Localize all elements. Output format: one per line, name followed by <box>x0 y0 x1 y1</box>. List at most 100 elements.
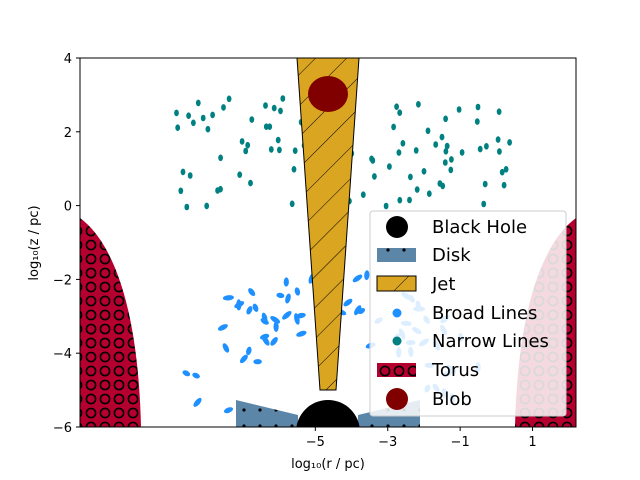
narrow-line-cloud <box>178 187 184 195</box>
narrow-line-cloud <box>218 154 224 162</box>
narrow-line-cloud <box>477 145 483 153</box>
broad-line-cloud <box>248 288 256 297</box>
narrow-line-cloud <box>413 147 419 154</box>
narrow-line-cloud <box>226 95 232 103</box>
narrow-line-cloud <box>200 114 206 122</box>
narrow-line-cloud <box>174 109 179 117</box>
legend-broad-lines-icon <box>392 308 402 318</box>
narrow-line-cloud <box>292 147 298 154</box>
y-tick-label: 0 <box>64 200 72 215</box>
narrow-line-cloud <box>397 109 403 116</box>
broad-line-cloud <box>222 343 230 353</box>
broad-line-cloud <box>296 330 307 337</box>
legend-blob-icon <box>386 388 408 410</box>
narrow-line-cloud <box>437 180 443 187</box>
narrow-line-cloud <box>421 168 427 175</box>
broad-line-cloud <box>222 295 234 301</box>
narrow-line-cloud <box>221 104 226 111</box>
broad-line-cloud <box>282 311 292 320</box>
narrow-line-cloud <box>248 179 253 187</box>
torus-left <box>80 218 141 427</box>
narrow-line-cloud <box>243 147 249 155</box>
broad-line-cloud <box>343 298 353 307</box>
legend-black-hole-label: Black Hole <box>432 217 527 238</box>
broad-line-cloud <box>192 372 200 379</box>
narrow-line-cloud <box>503 166 509 173</box>
narrow-line-cloud <box>267 123 273 130</box>
narrow-line-cloud <box>408 173 413 181</box>
legend-narrow-lines-icon <box>392 336 402 346</box>
narrow-line-cloud <box>372 173 377 180</box>
narrow-line-cloud <box>205 125 211 133</box>
broad-line-cloud <box>270 337 278 346</box>
narrow-line-cloud <box>459 149 465 156</box>
y-tick-label: 2 <box>64 126 72 141</box>
legend-torus-label: Torus <box>431 360 479 381</box>
narrow-line-cloud <box>397 196 403 204</box>
y-axis-label: log₁₀(z / pc) <box>27 205 42 280</box>
y-axis-ticks: 4 2 0 −2 −4 −6 <box>53 52 80 436</box>
broad-line-cloud <box>276 292 285 299</box>
narrow-line-cloud <box>433 141 439 148</box>
narrow-line-cloud <box>396 149 402 156</box>
narrow-line-cloud <box>370 157 376 164</box>
legend-broad-lines-label: Broad Lines <box>432 303 537 324</box>
narrow-line-cloud <box>495 136 501 143</box>
narrow-line-cloud <box>271 104 277 112</box>
narrow-line-cloud <box>218 185 223 193</box>
narrow-line-cloud <box>501 181 507 189</box>
narrow-line-cloud <box>387 163 392 170</box>
narrow-line-cloud <box>499 168 505 176</box>
narrow-line-cloud <box>195 99 201 107</box>
broad-line-cloud <box>246 306 253 315</box>
broad-line-cloud <box>270 316 281 324</box>
disk-left <box>236 400 298 427</box>
narrow-line-cloud <box>280 95 286 102</box>
narrow-line-cloud <box>383 202 389 210</box>
x-tick-label: −5 <box>306 435 325 450</box>
narrow-line-cloud <box>414 186 420 193</box>
narrow-line-cloud <box>278 107 283 115</box>
broad-line-cloud <box>294 287 301 296</box>
narrow-line-cloud <box>444 142 450 150</box>
narrow-line-cloud <box>263 123 269 130</box>
legend-box <box>369 210 567 417</box>
narrow-line-cloud <box>400 140 406 147</box>
broad-line-cloud <box>182 370 191 377</box>
broad-line-cloud <box>260 318 269 325</box>
narrow-line-cloud <box>442 159 448 166</box>
x-axis-ticks: −5 −3 −1 1 <box>306 427 537 450</box>
narrow-line-cloud <box>180 168 186 176</box>
broad-line-cloud <box>252 303 259 312</box>
broad-line-cloud <box>283 277 289 287</box>
narrow-line-cloud <box>210 111 216 119</box>
broad-line-cloud <box>246 346 252 356</box>
legend-black-hole-icon <box>386 216 408 238</box>
narrow-line-cloud <box>497 148 502 155</box>
y-tick-label: −2 <box>53 273 72 288</box>
narrow-line-cloud <box>416 101 421 108</box>
narrow-line-cloud <box>360 191 366 198</box>
y-tick-label: −4 <box>53 347 72 362</box>
narrow-line-cloud <box>407 196 412 204</box>
legend-disk-icon <box>377 248 416 262</box>
axes-frame <box>79 57 577 428</box>
narrow-line-cloud <box>291 166 297 173</box>
narrow-line-cloud <box>289 200 295 208</box>
narrow-line-cloud <box>474 118 480 125</box>
legend-jet-icon <box>376 275 417 292</box>
broad-line-cloud <box>239 354 248 364</box>
narrow-line-cloud <box>249 116 255 123</box>
narrow-line-cloud <box>448 166 454 174</box>
broad-line-cloud <box>357 307 366 315</box>
x-tick-label: −3 <box>378 435 397 450</box>
narrow-line-cloud <box>263 102 268 109</box>
blob <box>308 76 348 112</box>
narrow-line-cloud <box>277 146 282 154</box>
legend: Black Hole Disk Jet Broad Lines Narrow L… <box>369 210 567 417</box>
narrow-line-cloud <box>426 190 432 197</box>
broad-line-cloud <box>364 270 370 281</box>
narrow-line-cloud <box>187 172 193 179</box>
narrow-line-cloud <box>186 112 192 119</box>
